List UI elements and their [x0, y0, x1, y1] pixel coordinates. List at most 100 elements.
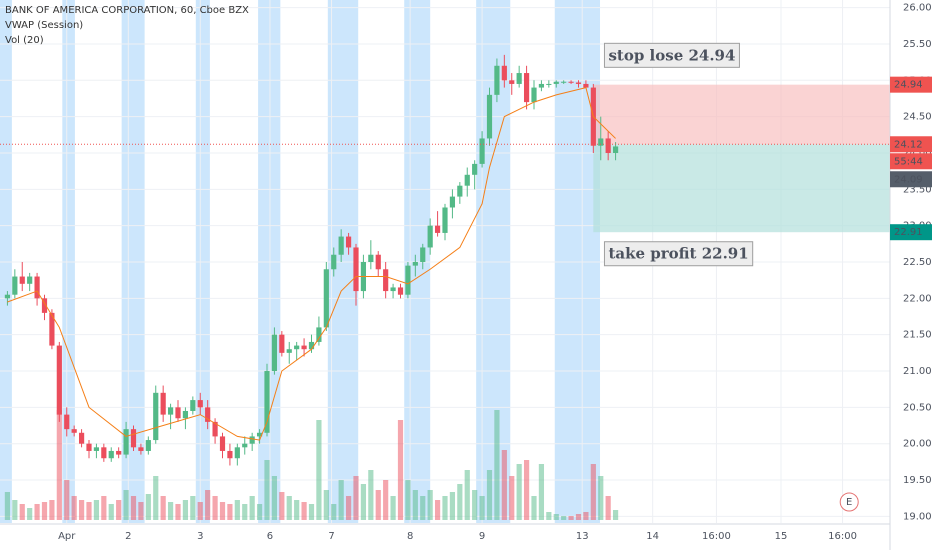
- candle-body: [449, 196, 456, 208]
- price-badge-label: 24.12: [894, 139, 923, 150]
- volume-bar: [531, 496, 537, 520]
- candle-body: [71, 429, 77, 433]
- volume-bar: [19, 504, 25, 520]
- volume-bar: [242, 504, 248, 520]
- candle-body: [256, 432, 263, 437]
- candle-body: [34, 276, 40, 299]
- candle-body: [598, 138, 604, 146]
- candle-body: [434, 225, 441, 233]
- volume-bar: [368, 470, 374, 520]
- volume-bar: [420, 496, 426, 520]
- volume-bar: [360, 484, 367, 520]
- candle-body: [27, 276, 33, 284]
- candle-body: [301, 345, 307, 350]
- candle-body: [338, 236, 344, 255]
- candle-body: [516, 73, 522, 84]
- volume-bar: [197, 502, 203, 520]
- candle-body: [494, 65, 500, 95]
- candle-body: [12, 276, 18, 295]
- y-tick-label: 22.50: [903, 257, 932, 268]
- annotation-box: [603, 42, 740, 68]
- volume-bar: [390, 496, 396, 520]
- volume-bar: [145, 494, 151, 520]
- candle-body: [286, 349, 292, 353]
- candle-body: [531, 87, 537, 103]
- volume-bar: [546, 512, 552, 520]
- volume-bar: [457, 484, 463, 520]
- y-tick-label: 24.50: [903, 112, 932, 123]
- y-tick-label: 19.50: [903, 475, 932, 486]
- chart-title: BANK OF AMERICA CORPORATION, 60, Cboe BZ…: [5, 5, 249, 16]
- earnings-marker: [839, 492, 859, 512]
- volume-bar: [353, 476, 359, 520]
- candle-body: [219, 436, 226, 451]
- volume-bar: [553, 514, 559, 520]
- candle-body: [568, 81, 574, 83]
- candle-body: [49, 312, 55, 346]
- candle-body: [167, 407, 174, 415]
- candle-body: [553, 81, 559, 84]
- candle-body: [575, 82, 582, 84]
- candle-body: [612, 146, 619, 153]
- x-tick-label: 16:00: [828, 531, 857, 542]
- volume-bar: [486, 470, 493, 520]
- candle-body: [145, 440, 151, 451]
- volume-bar: [294, 500, 300, 520]
- candle-body: [175, 407, 181, 419]
- candle-body: [323, 269, 329, 328]
- last-price-badge: [890, 171, 932, 188]
- pos-layer: [593, 84, 890, 233]
- volume-bar: [86, 502, 92, 520]
- candle-body: [472, 163, 478, 175]
- candle-body: [405, 265, 411, 295]
- x-tick-label: Apr: [58, 531, 76, 542]
- volume-bar: [64, 480, 70, 520]
- volume-bar: [412, 490, 418, 520]
- candle-body: [197, 400, 203, 408]
- candle-body: [205, 407, 211, 422]
- x-tick-label: 15: [775, 531, 788, 542]
- candle-body: [41, 298, 48, 313]
- candle-body: [249, 436, 255, 444]
- candle-body: [605, 138, 611, 153]
- y-tick-label: 26.00: [903, 3, 932, 14]
- candle-body: [294, 345, 300, 350]
- candle-body: [412, 262, 418, 266]
- countdown-badge: [890, 153, 932, 170]
- candle-body: [56, 345, 62, 415]
- volume-bar: [494, 410, 500, 520]
- candle-body: [264, 371, 270, 433]
- volume-bar: [249, 496, 255, 520]
- x-tick-label: 6: [267, 531, 273, 542]
- volume-bar: [153, 476, 159, 520]
- candle-body: [242, 443, 248, 448]
- volume-bar: [605, 496, 611, 520]
- candle-body: [316, 327, 322, 342]
- candle-body: [4, 294, 11, 299]
- volume-bar: [598, 476, 604, 520]
- volume-bar: [286, 496, 292, 520]
- volume-bar: [427, 490, 433, 520]
- candle-body: [501, 65, 507, 81]
- volume-bar: [12, 500, 18, 520]
- candle-body: [130, 429, 137, 448]
- volume-bar: [219, 502, 226, 520]
- y-tick-label: 21.00: [903, 366, 932, 377]
- candle-body: [457, 185, 463, 197]
- candle-body: [368, 254, 374, 262]
- ann-layer: stop lose 24.94 take profit 22.91 E: [603, 42, 859, 512]
- volume-bar: [71, 496, 77, 520]
- volume-bar: [405, 480, 411, 520]
- volume-bar: [205, 490, 211, 520]
- candle-body: [86, 443, 92, 451]
- candle-body: [486, 94, 493, 139]
- volume-bar: [160, 496, 166, 520]
- candle-body: [464, 174, 470, 186]
- y-tick-label: 20.50: [903, 402, 932, 413]
- volume-bar: [190, 496, 196, 520]
- candle-body: [64, 414, 70, 430]
- candle-body: [383, 269, 389, 292]
- volume-bar: [397, 420, 404, 520]
